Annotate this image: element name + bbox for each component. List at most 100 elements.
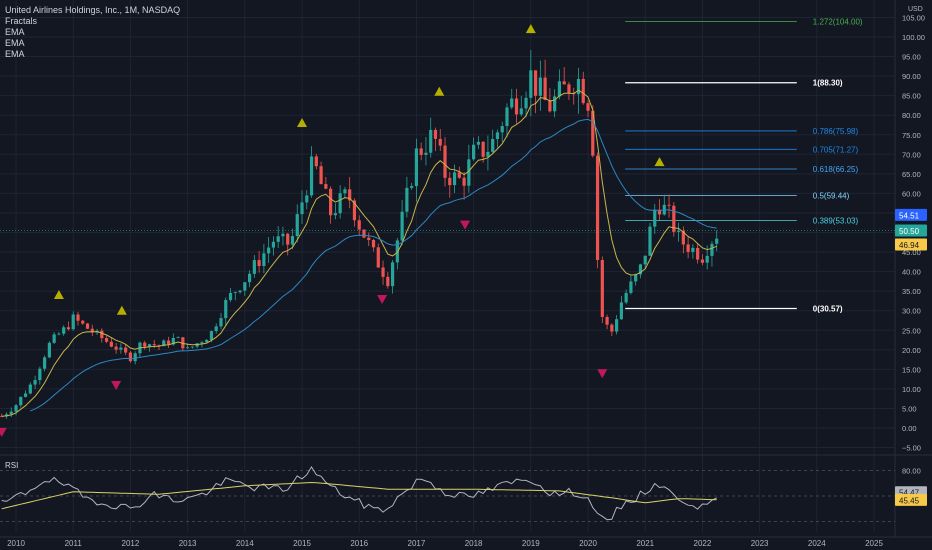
candle-body <box>52 334 56 343</box>
candle-body <box>124 347 128 353</box>
symbol-title[interactable]: United Airlines Holdings, Inc., 1M, NASD… <box>5 5 181 15</box>
candle-body <box>657 209 662 215</box>
candle-body <box>243 282 247 291</box>
price-tick-label: 40.00 <box>902 268 921 277</box>
candle-body <box>576 78 581 95</box>
price-tick-label: 105.00 <box>902 13 925 22</box>
ema-long-line <box>30 118 717 412</box>
candle-body <box>615 319 619 332</box>
ema-short-line <box>1 89 717 417</box>
candle-body <box>414 148 419 187</box>
candle-body <box>648 226 652 256</box>
candle-body <box>181 337 185 349</box>
price-tick-label: 25.00 <box>902 326 921 335</box>
price-tick-label: 5.00 <box>902 404 917 413</box>
fractal-markers <box>0 24 665 437</box>
candle-body <box>300 202 304 215</box>
year-tick-label: 2012 <box>122 539 140 548</box>
candle-body <box>710 243 714 256</box>
candle-body <box>610 324 614 332</box>
year-tick-label: 2018 <box>465 539 483 548</box>
candle-body <box>43 357 47 369</box>
candle-body <box>600 259 604 317</box>
price-tick-label: 85.00 <box>902 92 921 101</box>
year-tick-label: 2014 <box>236 539 254 548</box>
candle-body <box>4 414 9 417</box>
candle-body <box>171 338 175 345</box>
candle-body <box>381 267 385 277</box>
year-tick-label: 2023 <box>751 539 769 548</box>
rsi-ma-line <box>1 481 717 510</box>
rsi-value-tag-label: 45.45 <box>899 496 920 505</box>
time-axis[interactable]: 2010 2011 2012 2013 2014 2015 2016 2017 2018 2019… <box>7 539 883 548</box>
candle-body <box>448 177 452 186</box>
price-tick-label: 95.00 <box>902 53 921 62</box>
candle-body <box>76 314 80 321</box>
fibonacci-levels[interactable]: 1.272(104.00) 1(88.30) 0.786(75.98) 0.705(7… <box>0 17 895 313</box>
fractal-up-icon <box>297 118 308 128</box>
candle-body <box>533 70 538 96</box>
candle-body <box>228 292 233 301</box>
candle-body <box>681 230 685 245</box>
candle-body <box>467 159 471 186</box>
candle-body <box>176 337 180 339</box>
price-tick-label: 100.00 <box>902 33 925 42</box>
ema-lines <box>1 89 717 417</box>
candle-body <box>438 138 442 146</box>
candle-body <box>653 209 657 227</box>
candle-body <box>715 238 719 244</box>
indicator-ema-2[interactable]: EMA <box>5 38 25 48</box>
price-tick-label: 30.00 <box>902 307 921 316</box>
fib-label-0.389: 0.389(53.03) <box>813 217 859 226</box>
rsi-value-tag <box>895 493 927 506</box>
price-tick-label: 70.00 <box>902 150 921 159</box>
candle-body <box>205 339 209 343</box>
price-tag-label: 46.94 <box>899 241 920 250</box>
candle-body <box>104 338 109 342</box>
indicator-fractals[interactable]: Fractals <box>5 16 38 26</box>
price-tag <box>895 224 927 237</box>
price-tick-label: 60.00 <box>902 189 921 198</box>
candle-body <box>519 108 523 115</box>
price-tick-label: 65.00 <box>902 170 921 179</box>
candle-body <box>567 84 571 94</box>
candle-body <box>514 98 519 115</box>
candle-body <box>443 145 447 178</box>
year-tick-label: 2016 <box>350 539 368 548</box>
candle-body <box>190 346 194 348</box>
candle-body <box>376 247 380 268</box>
candle-body <box>62 327 66 334</box>
year-tick-label: 2019 <box>522 539 540 548</box>
candle-body <box>705 255 709 263</box>
price-tag <box>895 208 927 221</box>
year-tick-label: 2015 <box>293 539 311 548</box>
fractal-up-icon <box>116 305 127 315</box>
price-tick-label: 45.00 <box>902 248 921 257</box>
candle-body <box>491 138 495 152</box>
rsi-line <box>1 465 717 521</box>
candle-body <box>214 326 218 332</box>
candle-body <box>295 214 299 237</box>
candle-body <box>57 333 61 335</box>
candle-body <box>538 77 542 96</box>
candle-body <box>400 211 404 241</box>
candle-body <box>548 99 552 112</box>
candle-body <box>553 96 557 112</box>
indicator-ema-3[interactable]: EMA <box>5 49 25 59</box>
indicator-ema-1[interactable]: EMA <box>5 27 25 37</box>
candle-body <box>157 345 161 347</box>
candle-body <box>9 411 13 415</box>
candle-body <box>562 81 566 85</box>
candle-body <box>133 353 137 362</box>
candle-body <box>462 177 466 186</box>
year-tick-label: 2022 <box>694 539 712 548</box>
candles[interactable] <box>0 50 719 419</box>
candle-body <box>481 141 485 157</box>
candle-body <box>386 276 390 287</box>
candle-body <box>238 290 242 293</box>
candle-body <box>209 331 214 340</box>
candle-body <box>100 330 104 339</box>
